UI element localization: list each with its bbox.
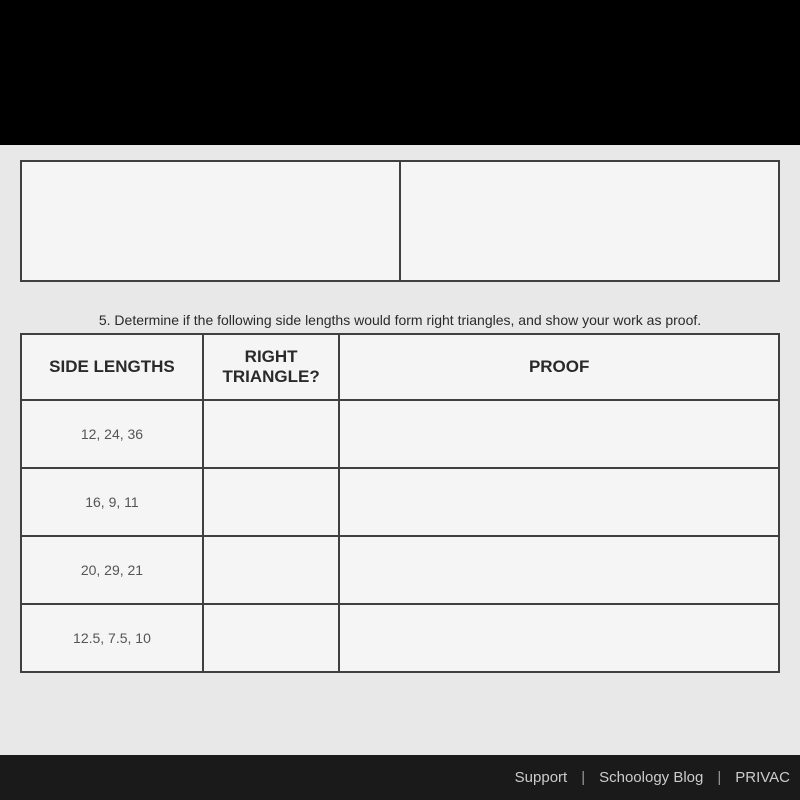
footer-link-support[interactable]: Support <box>515 769 568 786</box>
proof-cell[interactable] <box>339 536 779 604</box>
question-body: Determine if the following side lengths … <box>114 312 701 328</box>
side-lengths-cell: 16, 9, 11 <box>21 468 203 536</box>
side-lengths-cell: 12.5, 7.5, 10 <box>21 604 203 672</box>
side-lengths-cell: 12, 24, 36 <box>21 400 203 468</box>
header-proof: PROOF <box>339 334 779 400</box>
upper-empty-table <box>20 160 780 282</box>
header-side-lengths: SIDE LENGTHS <box>21 334 203 400</box>
footer-bar: Support | Schoology Blog | PRIVAC <box>0 755 800 800</box>
proof-cell[interactable] <box>339 400 779 468</box>
proof-cell[interactable] <box>339 604 779 672</box>
header-right-triangle: RIGHTTRIANGLE? <box>203 334 339 400</box>
empty-cell <box>21 161 400 281</box>
right-triangle-cell[interactable] <box>203 536 339 604</box>
footer-divider: | <box>581 769 585 786</box>
right-triangle-table: SIDE LENGTHS RIGHTTRIANGLE? PROOF 12, 24… <box>20 333 780 673</box>
question-prompt: 5. Determine if the following side lengt… <box>20 312 780 328</box>
question-number: 5. <box>99 312 111 328</box>
side-lengths-cell: 20, 29, 21 <box>21 536 203 604</box>
worksheet-document: 5. Determine if the following side lengt… <box>0 145 800 755</box>
table-row: 16, 9, 11 <box>21 468 779 536</box>
table-row: 12.5, 7.5, 10 <box>21 604 779 672</box>
top-dark-band <box>0 0 800 145</box>
table-row: 12, 24, 36 <box>21 400 779 468</box>
right-triangle-cell[interactable] <box>203 468 339 536</box>
empty-cell <box>400 161 779 281</box>
right-triangle-cell[interactable] <box>203 400 339 468</box>
footer-link-blog[interactable]: Schoology Blog <box>599 769 703 786</box>
footer-link-privacy[interactable]: PRIVAC <box>735 769 790 786</box>
table-row <box>21 161 779 281</box>
footer-divider: | <box>717 769 721 786</box>
table-row: 20, 29, 21 <box>21 536 779 604</box>
proof-cell[interactable] <box>339 468 779 536</box>
right-triangle-cell[interactable] <box>203 604 339 672</box>
table-header-row: SIDE LENGTHS RIGHTTRIANGLE? PROOF <box>21 334 779 400</box>
